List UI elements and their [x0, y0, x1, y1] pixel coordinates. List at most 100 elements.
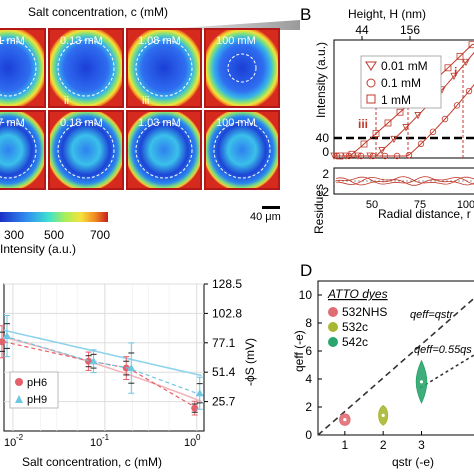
data-point-circle: [357, 152, 365, 160]
residue-trace: [335, 176, 474, 186]
panel-a-header: Salt concentration, c (mM): [28, 5, 168, 19]
data-point-square: [444, 64, 452, 72]
right-tick-label: 102.8: [212, 306, 242, 320]
heatmap-tile: [206, 30, 278, 106]
legend-title: ATTO dyes: [327, 287, 388, 301]
rim-circle: [57, 39, 115, 97]
data-point-square: [372, 130, 380, 137]
legend-marker-triangle: [365, 61, 377, 71]
panel-a: Salt concentration, c (mM) 0.01 mM 0.13 m…: [0, 5, 300, 256]
data-point-triangle: [462, 58, 470, 67]
xtick-base-2: 10: [90, 437, 102, 449]
scale-bar-label: 40 μm: [250, 211, 281, 223]
xtick-exp-3: 0: [196, 433, 201, 442]
data-point-square: [360, 140, 368, 148]
heatmap-concentration-label: 0.01 mM: [0, 35, 25, 47]
panel-d-letter: D: [300, 261, 312, 280]
data-point-circle: [429, 128, 437, 136]
ytick-label: 4: [305, 372, 312, 386]
heatmap-tile: [50, 30, 122, 106]
panel-c-series: [0, 314, 204, 416]
right-tick-label: 77.1: [212, 336, 236, 350]
legend-1mm: 1 mM: [381, 93, 411, 107]
ph6-theory-curve: [3, 336, 202, 403]
legend-542c-marker: [328, 337, 338, 347]
line2-label: qeff=0.55qs: [414, 344, 472, 356]
violin-plots: [339, 359, 428, 426]
data-point-triangle: [378, 147, 386, 155]
salt-gradient-wedge: [150, 20, 300, 30]
top-tick-44: 44: [355, 23, 369, 37]
heatmap-concentration-label: 0.18 mM: [60, 117, 103, 129]
data-point-circle: [441, 115, 449, 123]
xtick-label: 3: [418, 438, 425, 452]
heatmap-concentration-label: 0.07 mM: [0, 117, 25, 129]
data-point-triangle: [450, 72, 458, 81]
heatmap-concentration-label: 1.03 mM: [138, 117, 181, 129]
rim-circle: [135, 39, 193, 97]
legend-532nhs: 532NHS: [342, 305, 387, 319]
rim-circle: [227, 53, 257, 83]
ph6-point: [0, 338, 6, 346]
residue-traces: [335, 176, 474, 186]
data-point-triangle: [402, 124, 410, 132]
ph9-point: [3, 332, 11, 340]
ytick-label: 8: [305, 316, 312, 330]
ph9-theory-curve: [3, 329, 202, 377]
rim-circle: [135, 121, 193, 179]
ph9-point: [127, 364, 136, 372]
legend-532c: 532c: [342, 320, 368, 334]
data-point-square: [468, 41, 474, 49]
panel-d-ylabel: qeff (-e): [292, 330, 306, 372]
ytick-40: 40: [316, 131, 330, 145]
heatmap-tile: [50, 112, 122, 188]
pH6-connector: [3, 341, 198, 409]
data-point-square: [348, 150, 356, 158]
ytick-0: 0: [322, 145, 329, 159]
heatmap-concentration-label: 100 mM: [216, 35, 256, 47]
colorbar-tick-700: 700: [90, 228, 110, 242]
panel-b-main-axes: [333, 39, 474, 159]
roman-iii-label: iii: [142, 95, 149, 107]
colorbar-tick-300: 300: [4, 228, 24, 242]
ph9-point: [89, 357, 98, 365]
panel-b-xlabel: Radial distance, r: [378, 207, 471, 221]
line-qeff-055-qstr: [419, 354, 474, 389]
rim-circle: [213, 121, 271, 179]
panel-b-ylabel: Intensity (a.u.): [314, 42, 328, 118]
panel-c-xlabel: Salt concentration, c (mM): [22, 455, 162, 469]
right-tick-label: 51.4: [212, 365, 236, 379]
xtick-base-3: 10: [184, 437, 196, 449]
ph9-point: [195, 389, 204, 397]
panel-d-ticks: 10 8 6 4 2 0 1 2 3: [299, 288, 426, 452]
heatmap-concentration-label: 1.08 mM: [138, 35, 181, 47]
legend-marker-square: [366, 94, 376, 104]
panel-b: B Height, H (nm) 44 156 Intensity (a.u.)…: [300, 5, 474, 234]
heatmap-grid: 0.01 mM 0.13 mM 1.08 mM 100 mM 0.07 mM 0.18 m…: [0, 28, 280, 190]
xtick-label: 2: [380, 438, 387, 452]
ytick-label: 0: [305, 428, 312, 442]
right-tick-label: 128.5: [212, 277, 242, 291]
data-point-square: [384, 119, 392, 127]
line-qeff-equals-qstr: [317, 297, 474, 436]
data-point-triangle: [414, 112, 422, 120]
panel-c-axes: [3, 283, 205, 432]
532NHS-median: [343, 418, 347, 422]
xtick-exp-1: -2: [16, 433, 24, 442]
panel-d-xlabel: qstr (-e): [392, 455, 434, 469]
legend-ph6: pH6: [27, 377, 47, 389]
label-iii: iii: [358, 117, 368, 131]
data-point-triangle: [390, 135, 398, 144]
legend-ph9-marker: [15, 395, 23, 403]
panel-b-top-axis-label: Height, H (nm): [348, 7, 426, 21]
542c-median: [419, 380, 424, 384]
data-point-circle: [453, 102, 461, 109]
svg-text:75: 75: [414, 199, 426, 211]
svg-text:50: 50: [366, 199, 378, 211]
heatmap-concentration-label: 100 mM: [216, 117, 256, 129]
svg-text:2: 2: [322, 167, 329, 181]
heatmap-tile: [206, 112, 278, 188]
xtick-exp-2: -1: [102, 433, 110, 442]
rim-circle: [0, 39, 37, 97]
